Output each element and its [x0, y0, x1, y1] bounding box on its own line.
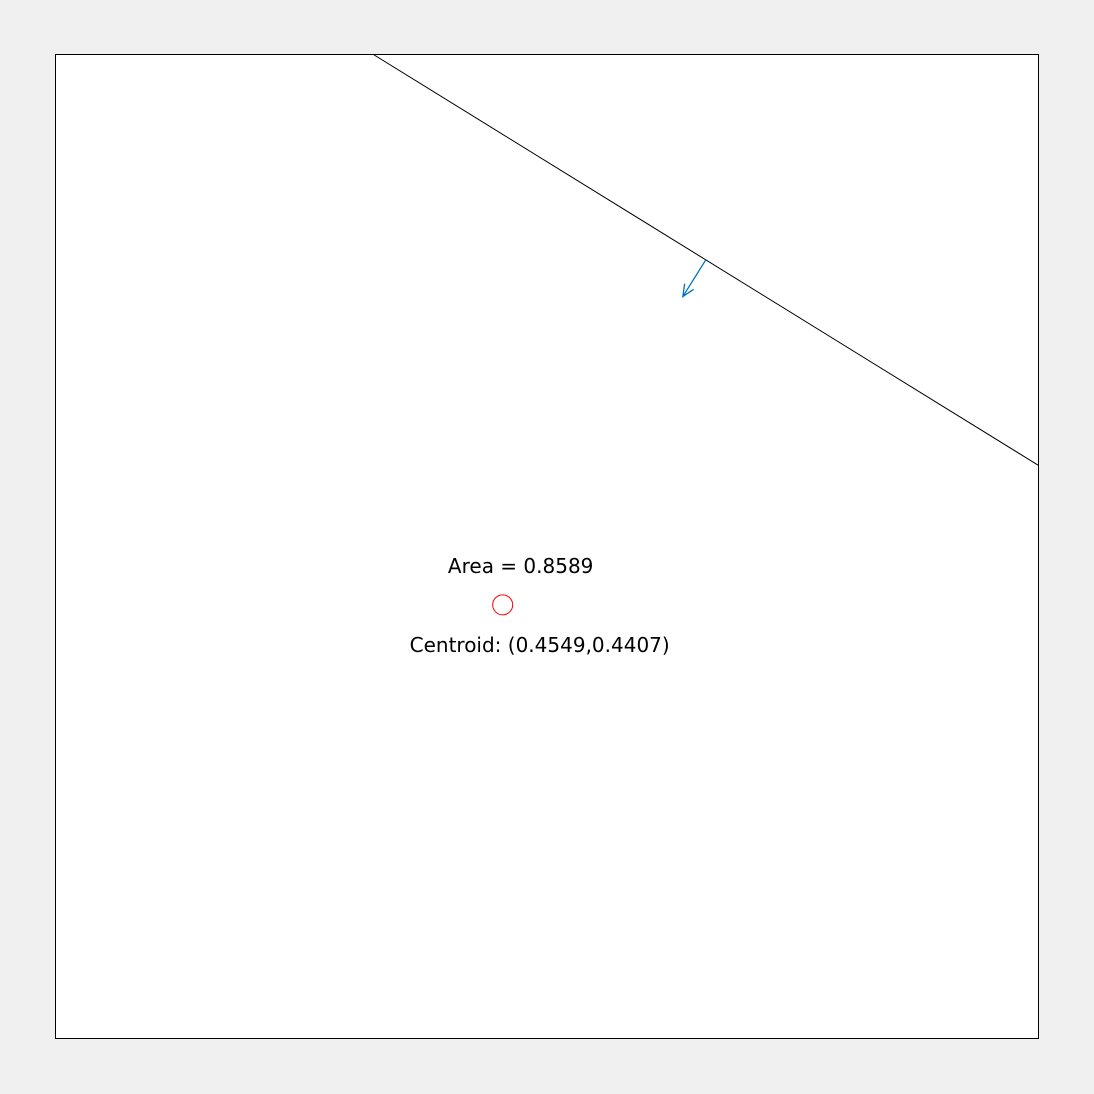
area-label: Area = 0.8589 [448, 554, 593, 578]
axes: Area = 0.8589 Centroid: (0.4549,0.4407) [55, 54, 1039, 1039]
centroid-marker [492, 594, 514, 616]
normal-arrow-shaft [682, 259, 707, 297]
normal-arrow-head [682, 283, 695, 298]
centroid-label: Centroid: (0.4549,0.4407) [410, 633, 670, 657]
normal-arrow [682, 259, 707, 298]
axes-box [55, 54, 1039, 1039]
cut-line [373, 54, 1039, 466]
